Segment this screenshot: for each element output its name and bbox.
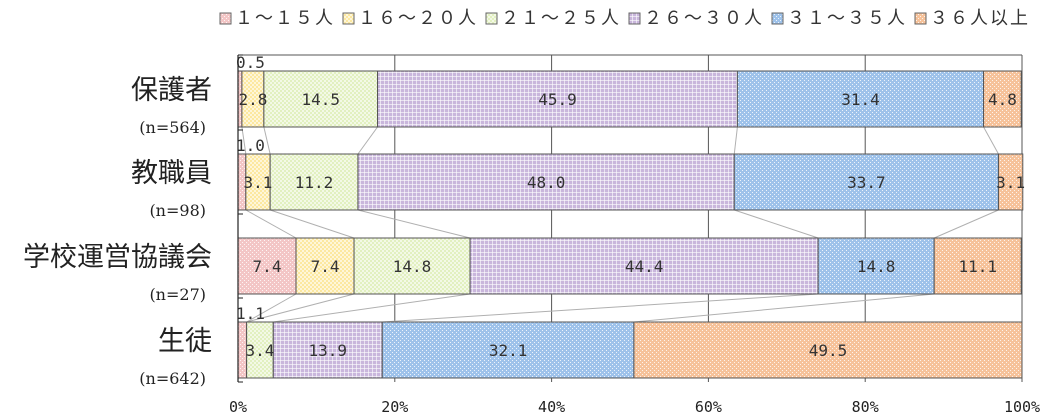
bar-segment [357,153,735,211]
connector-line [357,126,378,155]
category-label: 学校運営協議会 [23,242,212,273]
legend-label: ２１～２５人 [501,8,621,29]
data-label: 13.9 [309,341,348,360]
legend-label: １６～２０人 [358,8,478,29]
data-label: 1.0 [236,136,265,155]
bar-segment [983,70,1022,128]
category-sample-size: (n=564) [139,118,206,137]
connector-line [241,126,247,155]
chart-bars [237,70,1024,379]
bar-segment [377,70,738,128]
data-label: 44.4 [625,257,664,276]
bar-segment [263,70,379,128]
data-label: 11.2 [295,173,334,192]
legend-label: １～１５人 [235,8,335,29]
x-tick-label: 20% [381,398,408,416]
bar-segment [997,153,1024,211]
legend-label: ３６人以上 [930,8,1030,29]
bar-segment [295,237,355,295]
data-label: 14.8 [857,257,896,276]
x-tick-label: 40% [538,398,565,416]
connector-line [633,293,935,323]
data-label: 14.5 [301,90,340,109]
series-connector-lines [241,126,999,323]
data-label: 3.4 [245,341,274,360]
data-label: 31.4 [841,90,880,109]
chart-axes: 0% 20% 40% 60% 80% 100% [229,54,1040,416]
bar-segment [246,321,274,379]
chart-data-labels: 0.5 2.8 14.5 45.9 31.4 4.8 1.0 3.1 11.2 48.0 33.7 3… [236,53,1025,360]
chart-legend: １～１５人 １６～２０人 ２１～２５人 ２６～３０人 ３１～３５人 ３６人以上 [219,8,1030,29]
data-label: 7.4 [253,257,282,276]
legend-item: ３１～３５人 [771,8,907,29]
category-sample-size: (n=98) [149,201,206,220]
connector-line [246,293,297,323]
connector-line [263,126,271,155]
data-label: 11.1 [958,257,997,276]
data-label: 45.9 [538,90,577,109]
legend-item: １６～２０人 [342,8,478,29]
legend-swatch [485,12,498,25]
data-label: 3.1 [244,173,273,192]
category-label: 保護者 [131,75,212,106]
data-label: 0.5 [236,53,265,72]
x-tick-label: 0% [229,398,247,416]
legend-swatch [219,12,232,25]
legend-swatch [914,12,927,25]
bar-segment [736,70,985,128]
category-label: 生徒 [158,326,212,357]
connector-line [245,209,297,239]
data-label: 48.0 [527,173,566,192]
legend-item: ２６～３０人 [628,8,764,29]
bar-segment [633,321,1023,379]
bar-segment [353,237,471,295]
legend-label: ２６～３０人 [644,8,764,29]
x-tick-label: 60% [695,398,722,416]
category-sample-size: (n=27) [149,285,206,304]
bar-segment [272,321,383,379]
bar-segment [817,237,935,295]
legend-swatch [342,12,355,25]
legend-label: ３１～３５人 [787,8,907,29]
category-labels: 保護者 (n=564) 教職員 (n=98) 学校運営協議会 (n=27) 生徒 (n=642… [23,75,212,388]
data-label: 2.8 [238,90,267,109]
bar-segment [933,237,1022,295]
data-label: 7.4 [311,257,340,276]
bar-segment [469,237,819,295]
x-tick-label: 100% [1004,398,1040,416]
bar-segment [381,321,635,379]
legend-swatch [628,12,641,25]
data-label: 4.8 [988,90,1017,109]
connector-line [734,209,819,239]
data-label: 1.1 [236,304,265,323]
connector-line [357,209,471,239]
legend-item: ３６人以上 [914,8,1030,29]
connector-line [983,126,999,155]
category-sample-size: (n=642) [139,369,206,388]
connector-line [733,126,738,155]
data-label: 3.1 [996,173,1025,192]
legend-swatch [771,12,784,25]
connector-line [382,293,819,323]
category-label: 教職員 [131,158,212,189]
legend-item: １～１５人 [219,8,335,29]
legend-item: ２１～２５人 [485,8,621,29]
connector-line [246,293,355,323]
x-tick-label: 80% [852,398,879,416]
data-label: 14.8 [393,257,432,276]
bar-segment [245,153,271,211]
bar-segment [269,153,359,211]
connector-line [273,293,471,323]
data-label: 49.5 [809,341,848,360]
data-label: 32.1 [489,341,528,360]
connector-line [933,209,999,239]
connector-line [269,209,355,239]
data-label: 33.7 [847,173,886,192]
